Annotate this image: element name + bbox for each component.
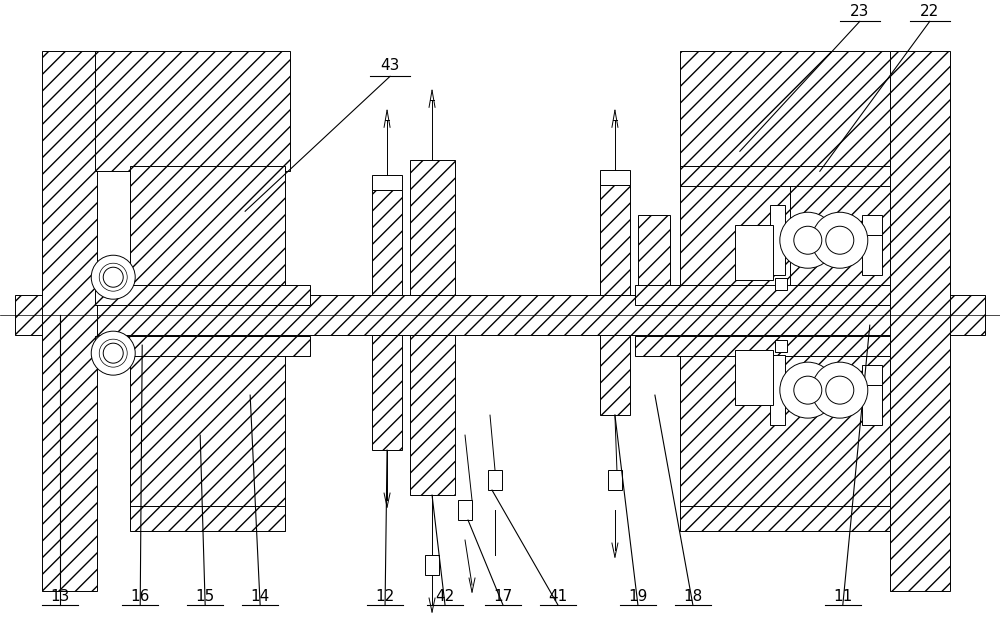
Bar bbox=[790, 181, 890, 296]
Circle shape bbox=[826, 226, 854, 254]
Bar bbox=[680, 356, 890, 511]
Text: 43: 43 bbox=[380, 58, 400, 73]
Bar bbox=[680, 166, 890, 187]
Bar bbox=[608, 470, 622, 490]
Bar bbox=[862, 235, 882, 275]
Circle shape bbox=[794, 226, 822, 254]
Bar bbox=[42, 51, 97, 591]
Bar bbox=[890, 51, 950, 591]
Circle shape bbox=[794, 376, 822, 404]
Circle shape bbox=[103, 267, 123, 287]
Bar bbox=[775, 278, 787, 290]
Text: 23: 23 bbox=[850, 4, 869, 19]
Bar bbox=[635, 285, 890, 305]
Bar bbox=[95, 51, 290, 171]
Bar bbox=[372, 175, 402, 190]
Text: 22: 22 bbox=[920, 4, 939, 19]
Bar bbox=[130, 506, 285, 531]
Bar bbox=[638, 215, 670, 296]
Bar bbox=[600, 171, 630, 185]
Bar bbox=[372, 335, 402, 450]
Bar bbox=[600, 185, 630, 296]
Circle shape bbox=[91, 331, 135, 375]
Bar bbox=[488, 470, 502, 490]
Bar bbox=[735, 225, 773, 280]
Bar bbox=[130, 166, 285, 296]
Text: 18: 18 bbox=[683, 589, 703, 604]
Circle shape bbox=[91, 255, 135, 299]
Text: 42: 42 bbox=[435, 589, 455, 604]
Bar bbox=[680, 51, 890, 181]
Bar bbox=[862, 365, 882, 385]
Bar bbox=[130, 336, 285, 511]
Circle shape bbox=[812, 212, 868, 268]
Bar bbox=[600, 335, 630, 415]
Bar bbox=[735, 350, 773, 405]
Text: 13: 13 bbox=[51, 589, 70, 604]
Bar bbox=[15, 296, 985, 335]
Bar bbox=[458, 500, 472, 520]
Text: 17: 17 bbox=[493, 589, 513, 604]
Circle shape bbox=[780, 362, 836, 418]
Bar bbox=[410, 335, 455, 495]
Bar bbox=[95, 285, 310, 305]
Bar bbox=[862, 385, 882, 425]
Bar bbox=[680, 181, 790, 296]
Bar bbox=[372, 190, 402, 296]
Bar bbox=[775, 340, 787, 352]
Text: 19: 19 bbox=[628, 589, 648, 604]
Bar bbox=[425, 555, 439, 575]
Circle shape bbox=[780, 212, 836, 268]
Bar bbox=[680, 506, 890, 531]
Circle shape bbox=[812, 362, 868, 418]
Text: 15: 15 bbox=[196, 589, 215, 604]
Circle shape bbox=[103, 343, 123, 363]
Bar bbox=[862, 215, 882, 235]
Bar bbox=[635, 336, 890, 356]
Text: 16: 16 bbox=[131, 589, 150, 604]
Text: 41: 41 bbox=[548, 589, 568, 604]
Bar bbox=[410, 160, 455, 296]
Bar bbox=[770, 205, 785, 275]
Text: 12: 12 bbox=[375, 589, 395, 604]
Text: 11: 11 bbox=[833, 589, 852, 604]
Circle shape bbox=[826, 376, 854, 404]
Bar bbox=[770, 355, 785, 425]
Bar bbox=[95, 336, 310, 356]
Text: 14: 14 bbox=[251, 589, 270, 604]
